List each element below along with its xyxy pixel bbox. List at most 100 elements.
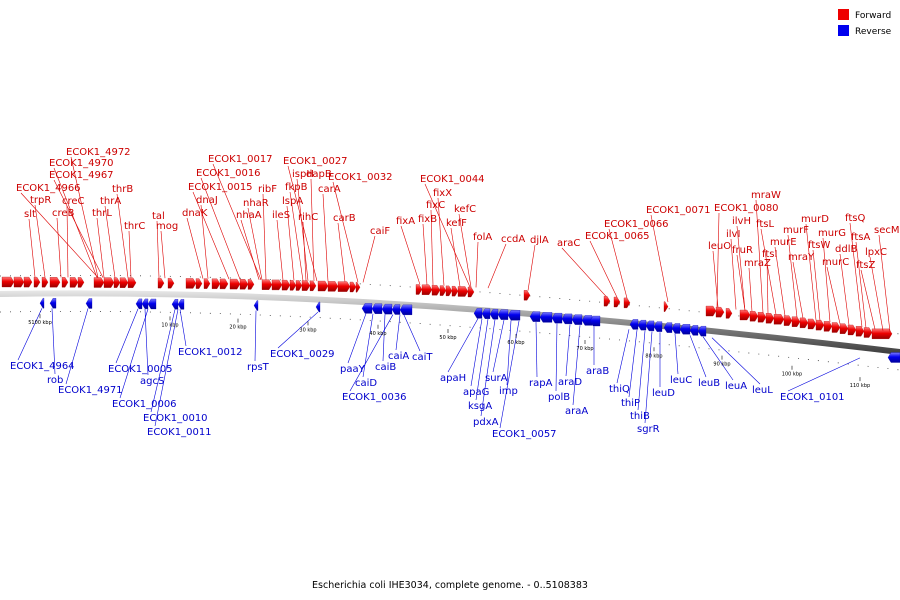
reverse-label-leader [403, 314, 421, 352]
forward-label-leader [200, 177, 241, 280]
scale-tick-label: 90 kbp [713, 362, 730, 368]
forward-gene-label-cara: carA [318, 184, 341, 195]
forward-gene-arrow [281, 279, 291, 291]
forward-label-leader [128, 230, 132, 278]
reverse-gene-arrow [645, 320, 655, 332]
reverse-gene-label-ecok1-0006: ECOK1_0006 [112, 399, 177, 410]
forward-gene-label-ecok1-0032: ECOK1_0032 [328, 172, 393, 183]
forward-gene-label-ilvi: ilvI [726, 229, 740, 240]
forward-gene-label-arac: araC [557, 238, 580, 249]
reverse-label-leader [154, 309, 179, 427]
forward-gene-label-ftsa: ftsA [851, 232, 870, 243]
reverse-gene-arrow [135, 298, 143, 310]
forward-gene-arrow [663, 301, 669, 312]
forward-gene-arrow [295, 280, 303, 291]
forward-gene-label-frur: fruR [732, 245, 753, 256]
forward-gene-arrow [41, 277, 49, 288]
forward-gene-arrow [855, 326, 865, 337]
reverse-label-leader [711, 337, 761, 385]
reverse-gene-label-apah: apaH [440, 373, 466, 384]
reverse-gene-arrow [589, 315, 601, 327]
reverse-gene-label-leua: leuA [725, 381, 747, 392]
forward-gene-label-ecok1-0017: ECOK1_0017 [208, 154, 273, 165]
forward-label-leader [608, 228, 628, 299]
forward-gene-arrow [119, 277, 129, 288]
forward-gene-label-thrb: thrB [112, 184, 133, 195]
reverse-label-leader [628, 330, 638, 398]
forward-gene-arrow [839, 323, 849, 334]
reverse-gene-arrow [147, 298, 157, 310]
forward-gene-label-fixa: fixA [396, 216, 415, 227]
reverse-label-leader [470, 318, 483, 387]
reverse-gene-label-ksga: ksgA [468, 401, 492, 412]
reverse-gene-arrow [253, 300, 259, 311]
forward-gene-label-fixc: fixC [426, 200, 445, 211]
forward-label-leader [296, 178, 309, 281]
forward-gene-label-nhaa: nhaA [236, 210, 262, 221]
forward-gene-label-creb: creB [52, 208, 75, 219]
forward-label-leader [822, 237, 831, 323]
forward-gene-arrow [61, 277, 69, 288]
forward-label-leader [116, 193, 129, 278]
forward-label-leader [104, 205, 116, 278]
forward-label-leader [475, 241, 479, 288]
forward-label-leader [56, 217, 62, 278]
forward-label-leader [34, 204, 46, 278]
reverse-gene-label-pdxa: pdxA [473, 417, 499, 428]
forward-label-leader [860, 269, 876, 330]
forward-genes [1, 276, 893, 339]
forward-label-leader [186, 217, 204, 279]
forward-gene-arrow [167, 278, 175, 289]
genome-caption: Escherichia coli IHE3034, complete genom… [312, 580, 588, 591]
forward-label-leader [650, 214, 669, 303]
forward-label-leader [792, 261, 804, 319]
forward-gene-label-dnak: dnaK [182, 208, 208, 219]
forward-label-leader [20, 192, 99, 278]
forward-gene-label-ecok1-0066: ECOK1_0066 [604, 219, 669, 230]
reverse-gene-arrow [315, 301, 321, 313]
forward-gene-arrow [623, 297, 631, 309]
forward-label-leader [712, 250, 719, 308]
reverse-label-leader [555, 323, 558, 392]
forward-gene-label-mray: mraY [788, 252, 815, 263]
forward-label-leader [450, 227, 461, 287]
forward-gene-arrow [831, 322, 841, 333]
forward-label-leader [561, 247, 607, 297]
forward-label-leader [774, 246, 786, 316]
forward-label-leader [839, 253, 850, 326]
forward-label-leader [589, 240, 618, 298]
forward-label-leader [322, 193, 329, 282]
forward-gene-arrow [13, 276, 25, 288]
forward-gene-label-kefc: kefC [454, 204, 476, 215]
forward-gene-label-ftsz: ftsZ [856, 260, 875, 271]
reverse-label-leader [492, 319, 505, 373]
forward-gene-label-lpxc: lpxC [865, 247, 887, 258]
reverse-label-leader [480, 319, 496, 417]
forward-gene-label-mog: mog [156, 221, 178, 232]
reverse-label-leader [572, 325, 581, 406]
forward-gene-label-ftsq: ftsQ [845, 213, 865, 224]
reverse-label-leader [115, 308, 139, 364]
forward-gene-arrow [157, 277, 165, 289]
scale-tick-label: 50 kbp [439, 335, 456, 341]
forward-label-leader [310, 178, 315, 281]
forward-gene-label-ddlb: ddlB [835, 244, 857, 255]
forward-gene-arrow [823, 321, 833, 332]
reverse-gene-arrow [361, 303, 373, 314]
forward-gene-arrow [127, 277, 137, 288]
reverse-gene-arrow [497, 309, 509, 320]
forward-gene-arrow [33, 277, 41, 288]
forward-gene-arrow [421, 284, 433, 295]
reverse-label-leader [395, 314, 401, 351]
reverse-label-leader [277, 311, 319, 349]
forward-label-leader [527, 244, 536, 291]
forward-label-leader [487, 243, 507, 289]
forward-label-leader [458, 213, 472, 288]
forward-label-leader [748, 267, 753, 312]
reverse-gene-label-arad: araD [558, 377, 582, 388]
reverse-gene-arrow [39, 298, 45, 309]
reverse-label-leader [362, 313, 374, 378]
scale-tick-label: 30 kbp [299, 327, 316, 333]
forward-gene-label-fola: folA [473, 232, 492, 243]
reverse-label-leader [674, 333, 679, 375]
